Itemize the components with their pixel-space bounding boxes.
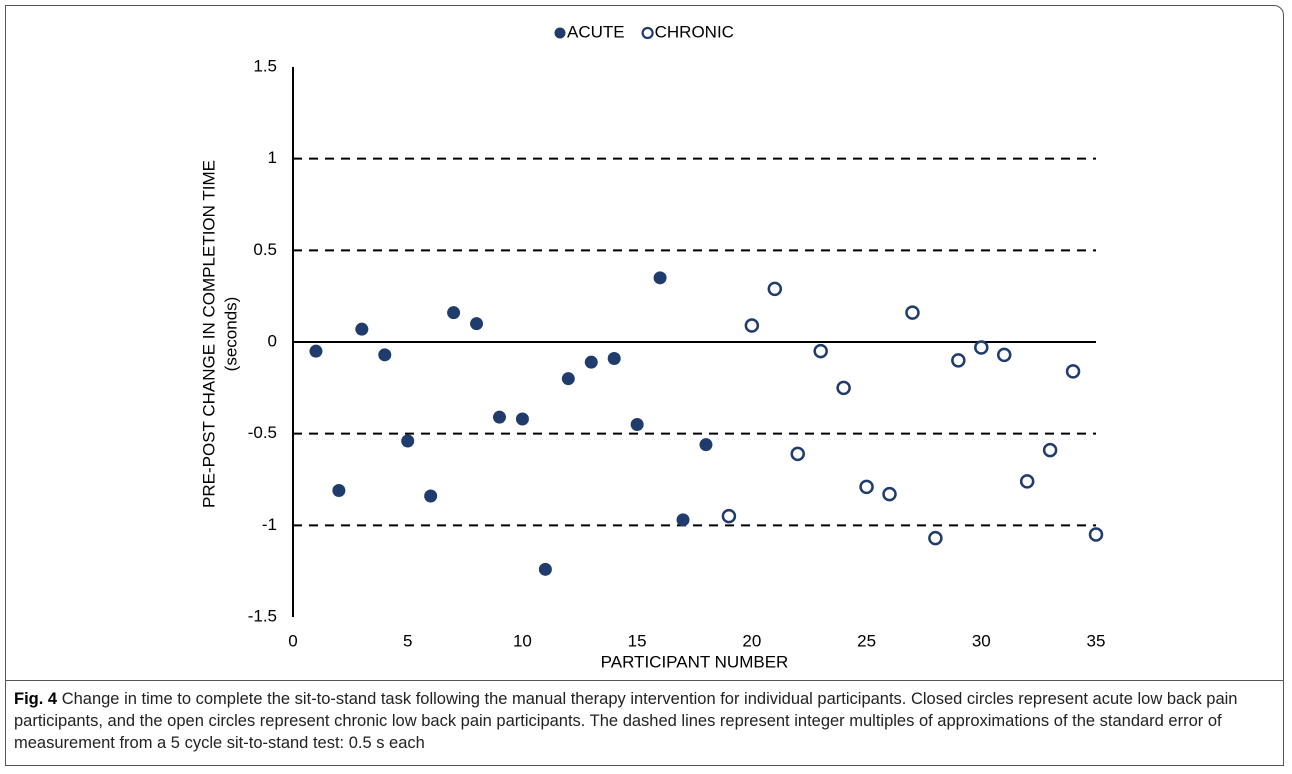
x-tick-label: 20 <box>742 631 761 650</box>
data-point <box>699 438 713 452</box>
data-point <box>1088 527 1104 542</box>
figure-border <box>5 5 1284 766</box>
caption-text: Change in time to complete the sit-to-st… <box>14 690 1238 752</box>
x-tick-label: 25 <box>857 631 876 650</box>
data-point <box>309 344 323 358</box>
caption-label: Fig. 4 <box>14 690 58 708</box>
x-axis-title: PARTICIPANT NUMBER <box>601 652 789 671</box>
x-tick-label: 35 <box>1087 631 1106 650</box>
data-point <box>1019 474 1035 489</box>
data-point <box>332 484 346 497</box>
data-point <box>996 347 1012 363</box>
y-tick-label: 1 <box>268 148 277 167</box>
x-tick-label: 10 <box>513 631 532 650</box>
data-point <box>401 434 415 448</box>
y-axis-title: PRE-POST CHANGE IN COMPLETION TIME <box>199 160 218 508</box>
x-tick-label: 15 <box>628 631 647 650</box>
data-point <box>538 562 552 576</box>
data-point <box>767 281 783 297</box>
data-point <box>676 513 690 527</box>
data-point <box>492 410 506 424</box>
data-point <box>1065 364 1081 379</box>
x-tick-label: 0 <box>288 631 297 650</box>
data-point <box>355 322 369 336</box>
data-point <box>974 340 989 355</box>
data-point <box>882 486 897 502</box>
data-point <box>859 479 874 495</box>
data-point <box>928 530 943 546</box>
y-tick-label: -1.5 <box>248 606 277 625</box>
data-point <box>836 380 851 396</box>
data-point <box>653 271 667 285</box>
data-point <box>561 372 575 386</box>
y-tick-label: -0.5 <box>248 423 277 442</box>
caption: Fig. 4 Change in time to complete the si… <box>14 688 1276 754</box>
data-point <box>790 446 805 462</box>
data-point <box>630 418 644 431</box>
data-point <box>744 318 760 333</box>
legend-label: ACUTE <box>567 22 625 41</box>
data-point <box>721 508 737 524</box>
data-point <box>378 348 392 362</box>
y-axis-title: (seconds) <box>221 297 240 372</box>
data-point <box>515 412 529 426</box>
legend-marker <box>641 26 654 40</box>
data-point <box>813 343 828 359</box>
data-point <box>1042 442 1058 458</box>
legend-label: CHRONIC <box>655 22 734 41</box>
y-tick-label: -1 <box>262 515 277 534</box>
y-tick-label: 1.5 <box>253 56 277 75</box>
legend-marker <box>554 27 566 39</box>
y-tick-label: 0 <box>268 331 277 350</box>
separator <box>5 680 1284 681</box>
data-point <box>470 317 484 331</box>
chart: 1.5 1 0.5 0 -0.5 -1 -1.5 0 5 10 15 20 25 30 35 PARTICIP… <box>199 22 1106 671</box>
x-tick-label: 30 <box>972 631 991 650</box>
data-point <box>607 352 621 365</box>
data-point <box>905 305 920 320</box>
y-tick-label: 0.5 <box>253 240 277 259</box>
data-point <box>951 353 966 368</box>
data-point <box>584 355 598 369</box>
data-point <box>447 306 461 320</box>
data-point <box>424 489 438 503</box>
x-tick-label: 5 <box>403 631 412 650</box>
